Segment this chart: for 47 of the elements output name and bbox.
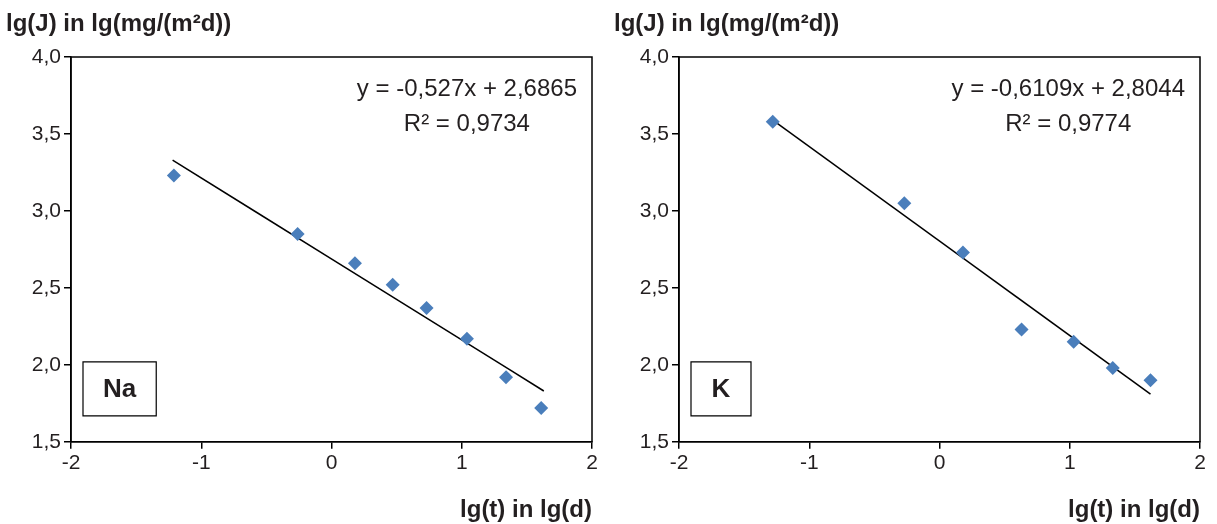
point	[347, 256, 362, 271]
y-tick-label: 4,0	[31, 43, 61, 67]
x-tick-label: -2	[61, 450, 81, 474]
x-tick-label: -2	[669, 450, 689, 474]
x-tick-label: 1	[1063, 450, 1076, 474]
y-tick-label: 4,0	[639, 43, 669, 67]
annotation: K	[711, 372, 731, 403]
y-tick-label: 2,5	[31, 274, 61, 298]
y-tick-label: 3,0	[639, 197, 669, 221]
y-tick-label: 2,0	[31, 351, 61, 375]
point	[459, 331, 474, 346]
point	[290, 227, 305, 242]
point	[1014, 322, 1029, 337]
y-axis-title: lg(J) in lg(mg/(m²d))	[6, 8, 232, 36]
x-tick-label: -1	[191, 450, 211, 474]
point	[1143, 373, 1158, 388]
point	[166, 168, 181, 183]
point	[897, 196, 912, 211]
point	[419, 300, 434, 315]
y-tick-label: 3,5	[639, 120, 669, 144]
point	[1105, 360, 1120, 375]
annotation: Na	[102, 372, 137, 403]
point	[955, 245, 970, 260]
x-tick-label: 1	[455, 450, 468, 474]
annotation: y = -0,527x + 2,6865	[356, 73, 578, 101]
point	[499, 370, 514, 385]
y-tick-label: 3,0	[31, 197, 61, 221]
annotation: R² = 0,9774	[1005, 108, 1132, 136]
y-tick-label: 1,5	[639, 428, 669, 452]
point	[534, 400, 549, 415]
x-tick-label: 0	[933, 450, 946, 474]
point	[385, 277, 400, 292]
annotation: R² = 0,9734	[403, 108, 530, 136]
y-tick-label: 1,5	[31, 428, 61, 452]
point	[1066, 334, 1081, 349]
y-tick-label: 2,0	[639, 351, 669, 375]
annotation: y = -0,6109x + 2,8044	[951, 73, 1185, 101]
x-tick-label: -1	[799, 450, 819, 474]
x-tick-label: 2	[586, 450, 598, 474]
x-axis-title: lg(t) in lg(d)	[460, 494, 592, 522]
y-tick-label: 2,5	[639, 274, 669, 298]
point	[765, 114, 780, 129]
x-tick-label: 2	[1194, 450, 1206, 474]
x-axis-title: lg(t) in lg(d)	[1068, 494, 1200, 522]
y-tick-label: 3,5	[31, 120, 61, 144]
y-axis-title: lg(J) in lg(mg/(m²d))	[614, 8, 840, 36]
x-tick-label: 0	[325, 450, 338, 474]
